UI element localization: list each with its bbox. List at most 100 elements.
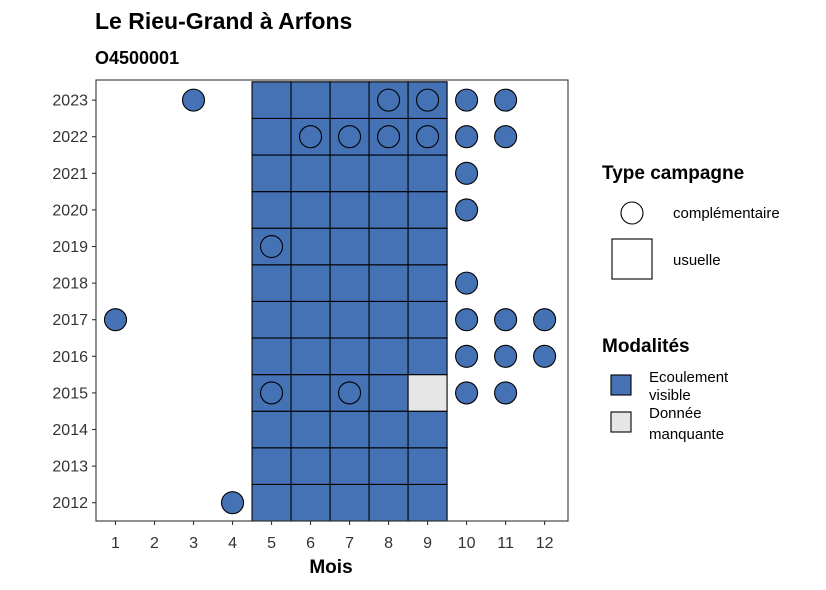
complementaire-point-2015-11 <box>494 381 518 405</box>
y-tick-label-2018: 2018 <box>52 276 88 293</box>
usuelle-tile-2021-6 <box>290 154 331 193</box>
usuelle-tile-2014-6 <box>290 410 331 449</box>
x-tick-label-5: 5 <box>267 535 276 552</box>
usuelle-tile-2016-8 <box>368 337 409 376</box>
x-tick-label-1: 1 <box>111 535 120 552</box>
legend-ecoulement-label-line2: visible <box>649 387 691 404</box>
complementaire-point-2022-7 <box>338 125 362 149</box>
usuelle-tile-2021-8 <box>368 154 409 193</box>
complementaire-point-2015-7 <box>338 381 362 405</box>
complementaire-point-2022-11 <box>494 125 518 149</box>
usuelle-tile-2023-7 <box>329 81 370 119</box>
y-tick-label-2012: 2012 <box>52 495 88 512</box>
complementaire-point-2012-4 <box>220 491 245 515</box>
y-tick-label-2017: 2017 <box>52 312 88 329</box>
legend-ecoulement-key <box>610 374 632 396</box>
complementaire-point-2022-6 <box>298 125 323 149</box>
usuelle-tile-2014-9 <box>407 410 448 449</box>
usuelle-tile-2012-7 <box>329 483 370 522</box>
usuelle-tile-2018-8 <box>368 264 409 302</box>
complementaire-point-2015-10 <box>455 381 479 405</box>
x-tick-label-12: 12 <box>536 535 554 552</box>
complementaire-point-2023-10 <box>455 88 479 112</box>
complementaire-points-layer <box>103 88 557 515</box>
complementaire-point-2022-10 <box>455 125 479 149</box>
complementaire-point-2021-10 <box>455 161 479 185</box>
usuelle-tile-2015-8 <box>368 374 409 412</box>
complementaire-point-2017-10 <box>455 308 479 332</box>
plot-panel-border <box>95 79 569 522</box>
usuelle-tile-2018-6 <box>290 264 331 302</box>
usuelle-tile-2013-6 <box>290 447 331 485</box>
complementaire-point-2022-9 <box>416 125 440 149</box>
legend-complementaire-label: complémentaire <box>673 205 780 222</box>
usuelle-tile-2012-9 <box>407 483 448 522</box>
usuelle-tile-2013-7 <box>329 447 370 485</box>
usuelle-tile-2017-9 <box>407 300 448 339</box>
usuelle-tile-2020-7 <box>329 191 370 229</box>
legend-type-title: Type campagne <box>602 163 744 184</box>
complementaire-point-2022-8 <box>377 125 401 149</box>
y-tick-label-2014: 2014 <box>52 422 88 439</box>
usuelle-tile-2015-6 <box>290 374 331 412</box>
usuelle-tile-2021-7 <box>329 154 370 193</box>
usuelle-tile-2013-8 <box>368 447 409 485</box>
usuelle-tile-2014-5 <box>251 410 292 449</box>
y-tick-label-2023: 2023 <box>52 93 88 110</box>
complementaire-point-2015-5 <box>259 381 284 405</box>
usuelle-tile-2018-7 <box>329 264 370 302</box>
complementaire-point-2020-10 <box>455 198 479 222</box>
x-tick-label-6: 6 <box>306 535 315 552</box>
y-tick-label-2015: 2015 <box>52 385 88 402</box>
y-tick-label-2016: 2016 <box>52 349 88 366</box>
y-tick-label-2019: 2019 <box>52 239 88 256</box>
usuelle-tile-2018-5 <box>251 264 292 302</box>
usuelle-tile-2017-8 <box>368 300 409 339</box>
usuelle-tile-2019-7 <box>329 227 370 266</box>
y-tick-label-2020: 2020 <box>52 202 88 219</box>
complementaire-point-2016-11 <box>494 344 518 368</box>
usuelle-tile-2016-6 <box>290 337 331 376</box>
x-axis: 1 2 3 4 5 6 7 8 9 10 11 12 <box>111 521 554 552</box>
x-tick-label-9: 9 <box>423 535 432 552</box>
legend-type-campagne: Type campagne complémentaire usuelle <box>602 163 780 280</box>
usuelle-tile-2023-6 <box>290 81 331 119</box>
usuelle-tile-2021-5 <box>251 154 292 193</box>
usuelle-tile-2021-9 <box>407 154 448 193</box>
chart-title: Le Rieu-Grand à Arfons <box>95 8 352 34</box>
usuelle-tile-2012-8 <box>368 483 409 522</box>
legend-modalites: Modalités Ecoulement visible Donnée manq… <box>602 336 729 443</box>
complementaire-point-2023-3 <box>181 88 206 112</box>
legend-usuelle-label: usuelle <box>673 252 721 269</box>
x-tick-label-10: 10 <box>458 535 476 552</box>
usuelle-tile-2023-5 <box>251 81 292 119</box>
usuelle-tile-2020-6 <box>290 191 331 229</box>
y-axis: 2012 2013 2014 2015 2016 2017 2018 2019 2020 2021… <box>52 93 96 512</box>
usuelle-tile-2017-6 <box>290 300 331 339</box>
complementaire-point-2016-10 <box>455 344 479 368</box>
complementaire-point-2016-12 <box>533 344 557 368</box>
usuelle-tile-2017-7 <box>329 300 370 339</box>
usuelle-tile-2013-5 <box>251 447 292 485</box>
x-tick-label-3: 3 <box>189 535 198 552</box>
usuelle-tile-2019-8 <box>368 227 409 266</box>
x-tick-label-7: 7 <box>345 535 354 552</box>
usuelle-tile-2016-5 <box>251 337 292 376</box>
usuelle-tiles-layer <box>251 81 448 522</box>
legend-usuelle-key <box>611 238 653 280</box>
x-tick-label-2: 2 <box>150 535 159 552</box>
complementaire-point-2017-11 <box>494 308 518 332</box>
usuelle-tile-2016-9 <box>407 337 448 376</box>
x-tick-label-8: 8 <box>384 535 393 552</box>
legend-ecoulement-label-line1: Ecoulement <box>649 369 729 386</box>
complementaire-point-2023-8 <box>377 88 401 112</box>
y-tick-label-2022: 2022 <box>52 129 88 146</box>
complementaire-point-2017-1 <box>103 308 128 332</box>
usuelle-tile-2012-6 <box>290 483 331 522</box>
usuelle-tile-2014-8 <box>368 410 409 449</box>
usuelle-tile-2015-9 <box>407 374 448 412</box>
usuelle-tile-2020-8 <box>368 191 409 229</box>
x-axis-title: Mois <box>309 557 352 578</box>
complementaire-point-2018-10 <box>455 271 479 295</box>
